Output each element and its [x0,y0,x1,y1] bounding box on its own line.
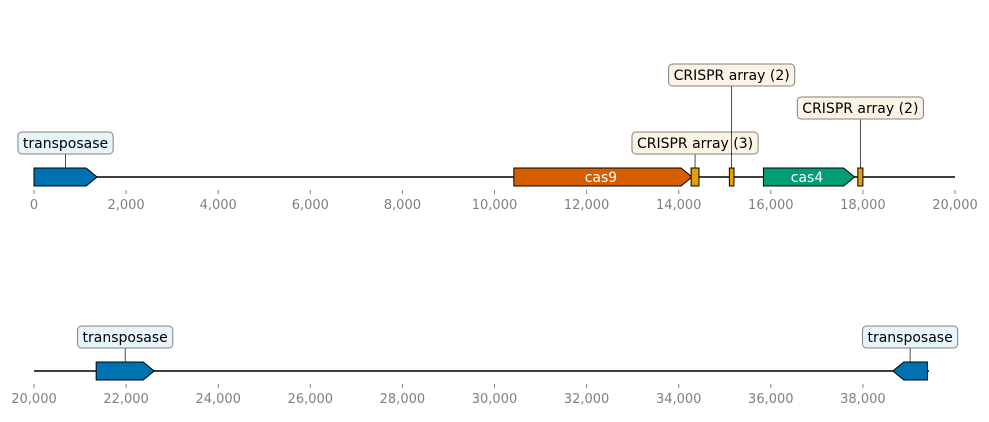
callout-box [17,131,114,155]
feature-callout: CRISPR array (3) [631,131,759,155]
gene-feature [762,167,856,187]
callout-box [668,63,796,87]
axis-tick-label: 26,000 [288,392,334,407]
axis-tick-label: 4,000 [200,198,237,213]
feature-callout: transposase [17,131,114,155]
genome-track-1: 0 2,000 4,000 6,000 8,000 10,000 12,000 14,000 1… [17,63,978,213]
axis-tick-label: 32,000 [564,392,610,407]
callout-label: CRISPR array (2) [802,101,918,117]
callout-box [861,325,959,349]
axis-tick-label: 30,000 [472,392,518,407]
axis-tick-label: 0 [30,198,38,213]
feature-callout: transposase [861,325,959,349]
axis-tick-label: 20,000 [11,392,57,407]
axis-tick-label: 8,000 [384,198,421,213]
axis-tick-label: 12,000 [564,198,610,213]
gene-feature [690,167,700,187]
callout-box [77,325,174,349]
gene-feature [513,167,693,187]
callout-box [796,96,924,120]
axis-tick-label: 38,000 [840,392,886,407]
feature-callout: CRISPR array (2) [796,96,924,120]
axis-tick-label: 14,000 [656,198,702,213]
gene-inline-label: cas4 [791,170,824,186]
gene-feature [728,167,735,187]
axis-tick-label: 34,000 [656,392,702,407]
axis-tick-label: 20,000 [932,198,978,213]
callout-label: CRISPR array (3) [637,136,753,152]
feature-callout: CRISPR array (2) [668,63,796,87]
callout-label: transposase [867,330,952,346]
genome-track-2: 20,000 22,000 24,000 26,000 28,000 30,000 32,0… [11,325,959,407]
callout-label: transposase [83,330,168,346]
callout-label: CRISPR array (2) [674,68,790,84]
gene-feature [95,361,155,381]
gene-inline-label: cas9 [585,170,617,186]
axis-tick-label: 10,000 [472,198,518,213]
axis-tick-label: 36,000 [748,392,794,407]
axis-tick-label: 2,000 [107,198,144,213]
gene-feature [857,167,864,187]
axis-tick-label: 18,000 [840,198,886,213]
axis-tick-label: 22,000 [103,392,149,407]
gene-feature [33,167,98,187]
axis-tick-label: 28,000 [380,392,426,407]
callout-box [631,131,759,155]
feature-callout: transposase [77,325,174,349]
axis-tick-label: 24,000 [195,392,241,407]
axis-tick-label: 16,000 [748,198,794,213]
axis-tick-label: 6,000 [292,198,329,213]
callout-label: transposase [23,136,108,152]
gene-feature [892,361,928,381]
